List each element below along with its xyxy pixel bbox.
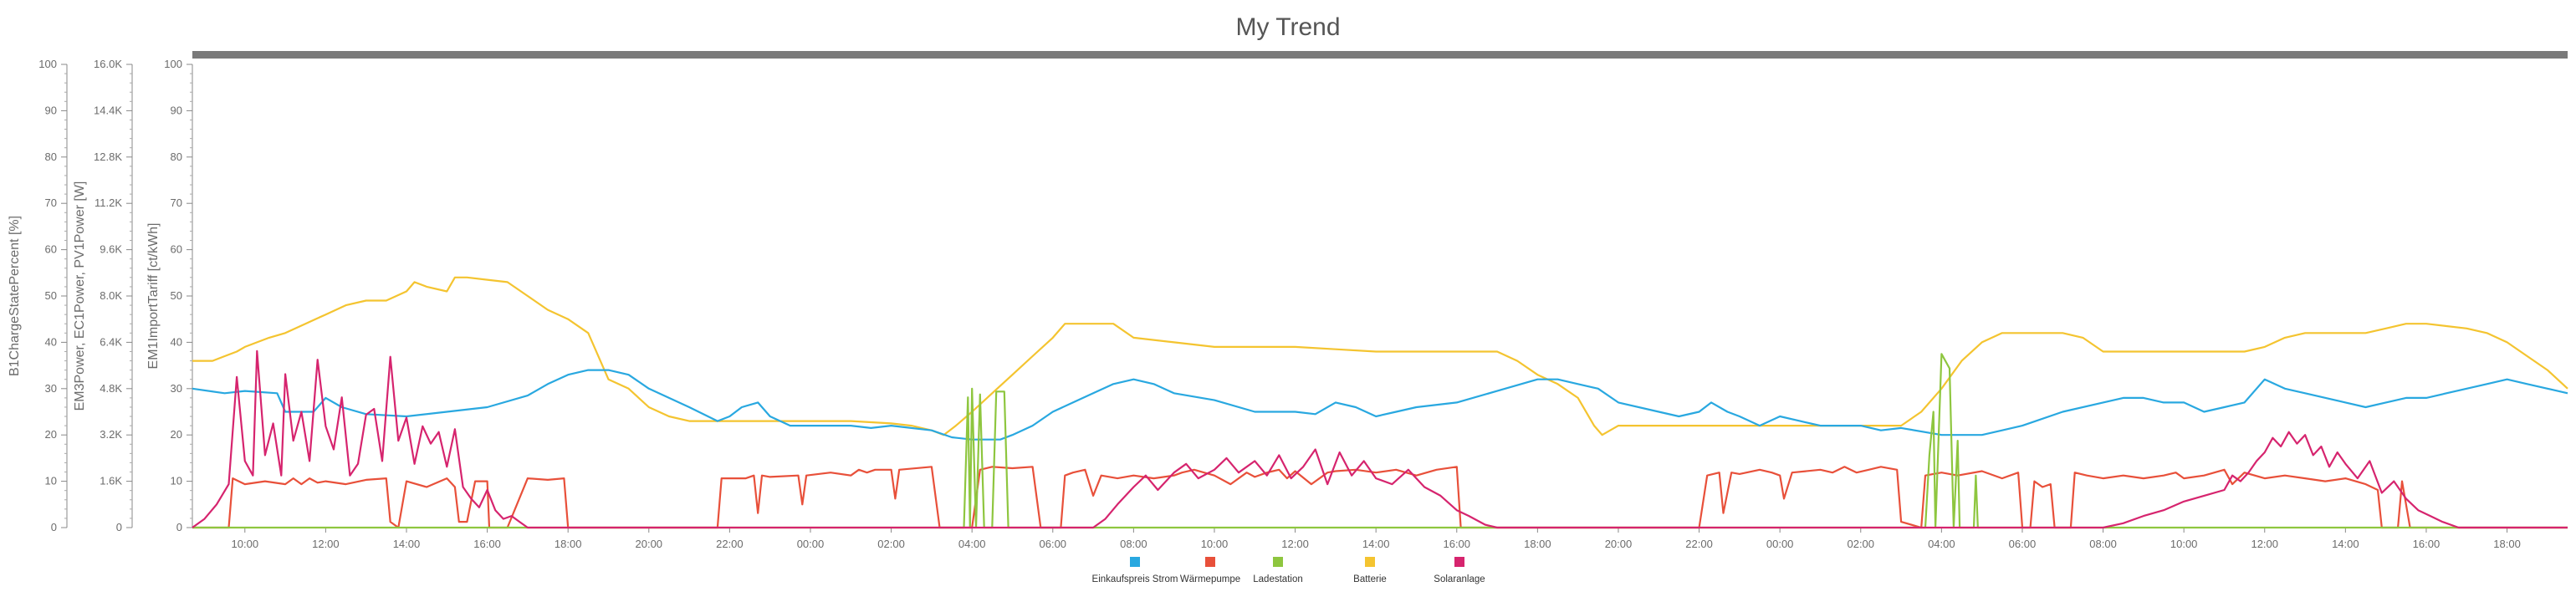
- legend-swatch: [1454, 557, 1464, 567]
- series-line-batterie: [192, 276, 2568, 436]
- x-tick-label: 22:00: [716, 538, 744, 550]
- y-axes: 0102030405060708090100B1ChargeStatePerce…: [8, 58, 193, 533]
- y-tick-label-ct: 80: [171, 150, 182, 163]
- y-tick-label-pct: 0: [51, 521, 57, 533]
- legend: Einkaufspreis Strom Wärmepumpe Ladestation…: [1092, 557, 1485, 584]
- series-line-einkaufspreis-strom: [192, 369, 2568, 441]
- x-tick-label: 04:00: [1928, 538, 1955, 550]
- y-tick-label-pow: 16.0K: [94, 58, 122, 70]
- x-tick-label: 02:00: [1847, 538, 1874, 550]
- legend-swatch: [1273, 557, 1283, 567]
- x-tick-label: 12:00: [1281, 538, 1309, 550]
- legend-swatch: [1130, 557, 1140, 567]
- y-tick-label-pct: 90: [45, 104, 57, 116]
- y-tick-label-pow: 11.2K: [95, 196, 122, 209]
- y-tick-label-pct: 40: [45, 335, 57, 348]
- x-tick-label: 10:00: [2170, 538, 2198, 550]
- x-tick-label: 10:00: [1201, 538, 1229, 550]
- y-tick-label-pct: 20: [45, 428, 57, 441]
- y-tick-label-ct: 90: [171, 104, 182, 116]
- y-tick-label-ct: 60: [171, 243, 182, 256]
- y-tick-label-pow: 8.0K: [100, 289, 122, 302]
- y-tick-label-pct: 30: [45, 382, 57, 395]
- y-tick-label-pct: 10: [45, 475, 57, 487]
- y-tick-label-pct: 50: [45, 289, 57, 302]
- series-line-w-rmepumpe: [192, 466, 2568, 529]
- y-axis-title-pct: B1ChargeStatePercent [%]: [8, 216, 22, 376]
- series-line-ladestation: [192, 353, 2568, 529]
- y-axis-title-ct: EM1ImportTariff [ct/kWh]: [146, 223, 161, 370]
- x-tick-label: 00:00: [797, 538, 825, 550]
- x-tick-label: 00:00: [1766, 538, 1794, 550]
- y-tick-label-pow: 6.4K: [100, 335, 122, 348]
- y-tick-label-pct: 60: [45, 243, 57, 256]
- x-tick-label: 16:00: [473, 538, 501, 550]
- x-tick-label: 18:00: [1524, 538, 1551, 550]
- y-axis-title-pow: EM3Power, EC1Power, PV1Power [W]: [73, 181, 87, 411]
- x-tick-label: 12:00: [312, 538, 340, 550]
- x-tick-label: 16:00: [2413, 538, 2441, 550]
- y-tick-label-ct: 20: [171, 428, 182, 441]
- x-tick-label: 04:00: [958, 538, 986, 550]
- x-tick-label: 06:00: [2009, 538, 2037, 550]
- plot-area: [192, 276, 2568, 529]
- y-tick-label-ct: 0: [176, 521, 182, 533]
- x-tick-label: 18:00: [2493, 538, 2521, 550]
- x-tick-label: 18:00: [555, 538, 582, 550]
- x-tick-label: 10:00: [232, 538, 259, 550]
- x-tick-label: 22:00: [1685, 538, 1713, 550]
- y-tick-label-pow: 4.8K: [100, 382, 122, 395]
- chart-title: My Trend: [1235, 13, 1340, 41]
- legend-label: Batterie: [1353, 574, 1387, 584]
- y-tick-label-pow: 14.4K: [94, 104, 122, 116]
- legend-label: Einkaufspreis Strom: [1092, 574, 1178, 584]
- legend-label: Solaranlage: [1434, 574, 1485, 584]
- y-tick-label-pow: 3.2K: [100, 428, 122, 441]
- x-tick-label: 14:00: [2332, 538, 2359, 550]
- y-tick-label-pow: 0: [116, 521, 122, 533]
- legend-label: Ladestation: [1253, 574, 1302, 584]
- y-tick-label-ct: 30: [171, 382, 182, 395]
- x-tick-label: 06:00: [1040, 538, 1067, 550]
- series-line-solaranlage: [192, 349, 2568, 529]
- y-tick-label-pow: 1.6K: [100, 475, 122, 487]
- legend-swatch: [1205, 557, 1215, 567]
- range-navigator-bar[interactable]: [192, 51, 2568, 59]
- y-tick-label-pct: 80: [45, 150, 57, 163]
- y-tick-label-ct: 40: [171, 335, 182, 348]
- x-tick-label: 08:00: [1120, 538, 1147, 550]
- x-tick-label: 08:00: [2089, 538, 2117, 550]
- legend-label: Wärmepumpe: [1180, 574, 1240, 584]
- x-tick-label: 16:00: [1443, 538, 1470, 550]
- x-tick-label: 12:00: [2251, 538, 2278, 550]
- x-tick-label: 20:00: [636, 538, 663, 550]
- x-tick-label: 20:00: [1605, 538, 1633, 550]
- y-tick-label-pow: 9.6K: [100, 243, 122, 256]
- x-axis: 10:00 12:00 14:00 16:00 18:00 20:00 22:00 00:00…: [192, 527, 2568, 550]
- y-tick-label-ct: 10: [171, 475, 182, 487]
- y-tick-label-ct: 70: [171, 196, 182, 209]
- legend-swatch: [1365, 557, 1375, 567]
- y-tick-label-pow: 12.8K: [94, 150, 122, 163]
- x-tick-label: 14:00: [393, 538, 421, 550]
- y-tick-label-pct: 100: [38, 58, 57, 70]
- x-tick-label: 02:00: [877, 538, 905, 550]
- y-tick-label-ct: 50: [171, 289, 182, 302]
- y-tick-label-pct: 70: [45, 196, 57, 209]
- x-tick-label: 14:00: [1362, 538, 1390, 550]
- y-tick-label-ct: 100: [164, 58, 182, 70]
